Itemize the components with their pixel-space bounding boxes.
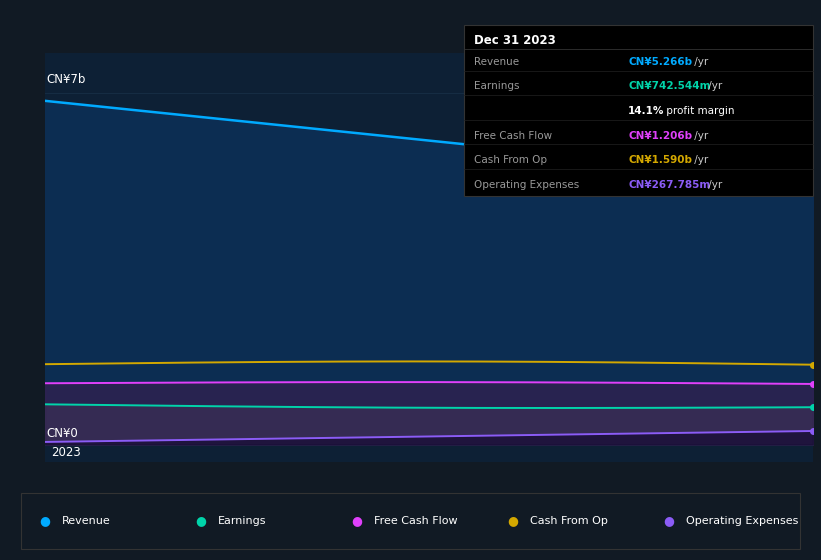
Text: Cash From Op: Cash From Op bbox=[474, 155, 547, 165]
Text: CN¥7b: CN¥7b bbox=[47, 73, 86, 86]
Text: /yr: /yr bbox=[690, 155, 709, 165]
Text: Operating Expenses: Operating Expenses bbox=[686, 516, 799, 526]
Text: Revenue: Revenue bbox=[62, 516, 111, 526]
Text: ●: ● bbox=[195, 514, 206, 528]
Text: /yr: /yr bbox=[690, 57, 709, 67]
Text: ●: ● bbox=[39, 514, 50, 528]
Text: Earnings: Earnings bbox=[218, 516, 267, 526]
Text: 14.1%: 14.1% bbox=[628, 106, 664, 116]
Text: 2023: 2023 bbox=[51, 446, 81, 460]
Text: Free Cash Flow: Free Cash Flow bbox=[374, 516, 458, 526]
Text: CN¥267.785m: CN¥267.785m bbox=[628, 180, 710, 190]
Text: /yr: /yr bbox=[704, 81, 722, 91]
Text: CN¥5.266b: CN¥5.266b bbox=[628, 57, 692, 67]
Text: Free Cash Flow: Free Cash Flow bbox=[474, 130, 552, 141]
Text: profit margin: profit margin bbox=[663, 106, 735, 116]
Text: Revenue: Revenue bbox=[474, 57, 519, 67]
Text: /yr: /yr bbox=[690, 130, 709, 141]
Text: /yr: /yr bbox=[704, 180, 722, 190]
Text: CN¥1.206b: CN¥1.206b bbox=[628, 130, 692, 141]
Text: Dec 31 2023: Dec 31 2023 bbox=[474, 34, 556, 48]
Text: Cash From Op: Cash From Op bbox=[530, 516, 608, 526]
Text: ●: ● bbox=[507, 514, 518, 528]
Text: CN¥1.590b: CN¥1.590b bbox=[628, 155, 692, 165]
Text: CN¥0: CN¥0 bbox=[47, 427, 79, 440]
Text: ●: ● bbox=[351, 514, 362, 528]
Text: Operating Expenses: Operating Expenses bbox=[474, 180, 579, 190]
Text: Earnings: Earnings bbox=[474, 81, 519, 91]
Text: CN¥742.544m: CN¥742.544m bbox=[628, 81, 710, 91]
Text: ●: ● bbox=[663, 514, 674, 528]
